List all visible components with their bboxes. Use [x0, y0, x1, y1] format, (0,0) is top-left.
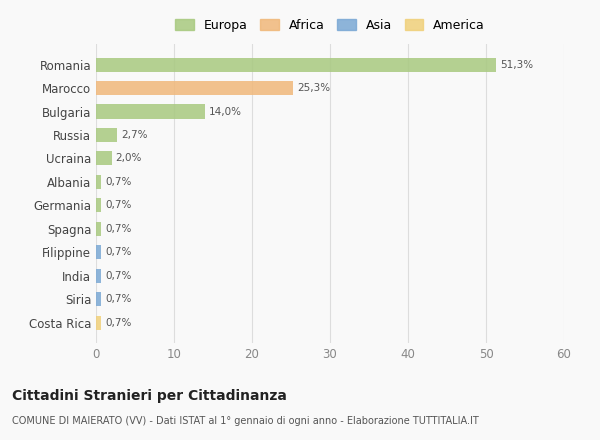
Bar — [96, 292, 101, 306]
Text: Cittadini Stranieri per Cittadinanza: Cittadini Stranieri per Cittadinanza — [12, 389, 287, 403]
Text: 2,0%: 2,0% — [115, 154, 142, 163]
Bar — [96, 222, 101, 236]
Bar — [96, 104, 205, 118]
Bar — [96, 198, 101, 213]
Text: 0,7%: 0,7% — [106, 224, 132, 234]
Text: 0,7%: 0,7% — [106, 294, 132, 304]
Bar — [96, 245, 101, 259]
Text: 0,7%: 0,7% — [106, 318, 132, 327]
Text: 51,3%: 51,3% — [500, 60, 533, 70]
Bar — [96, 315, 101, 330]
Bar — [96, 58, 496, 72]
Bar — [96, 151, 112, 165]
Bar — [96, 128, 117, 142]
Text: 0,7%: 0,7% — [106, 200, 132, 210]
Text: 14,0%: 14,0% — [209, 106, 242, 117]
Bar — [96, 269, 101, 283]
Text: 25,3%: 25,3% — [297, 83, 331, 93]
Text: 0,7%: 0,7% — [106, 177, 132, 187]
Text: COMUNE DI MAIERATO (VV) - Dati ISTAT al 1° gennaio di ogni anno - Elaborazione T: COMUNE DI MAIERATO (VV) - Dati ISTAT al … — [12, 416, 479, 426]
Text: 0,7%: 0,7% — [106, 247, 132, 257]
Bar — [96, 81, 293, 95]
Text: 2,7%: 2,7% — [121, 130, 148, 140]
Legend: Europa, Africa, Asia, America: Europa, Africa, Asia, America — [175, 19, 485, 32]
Text: 0,7%: 0,7% — [106, 271, 132, 281]
Bar — [96, 175, 101, 189]
